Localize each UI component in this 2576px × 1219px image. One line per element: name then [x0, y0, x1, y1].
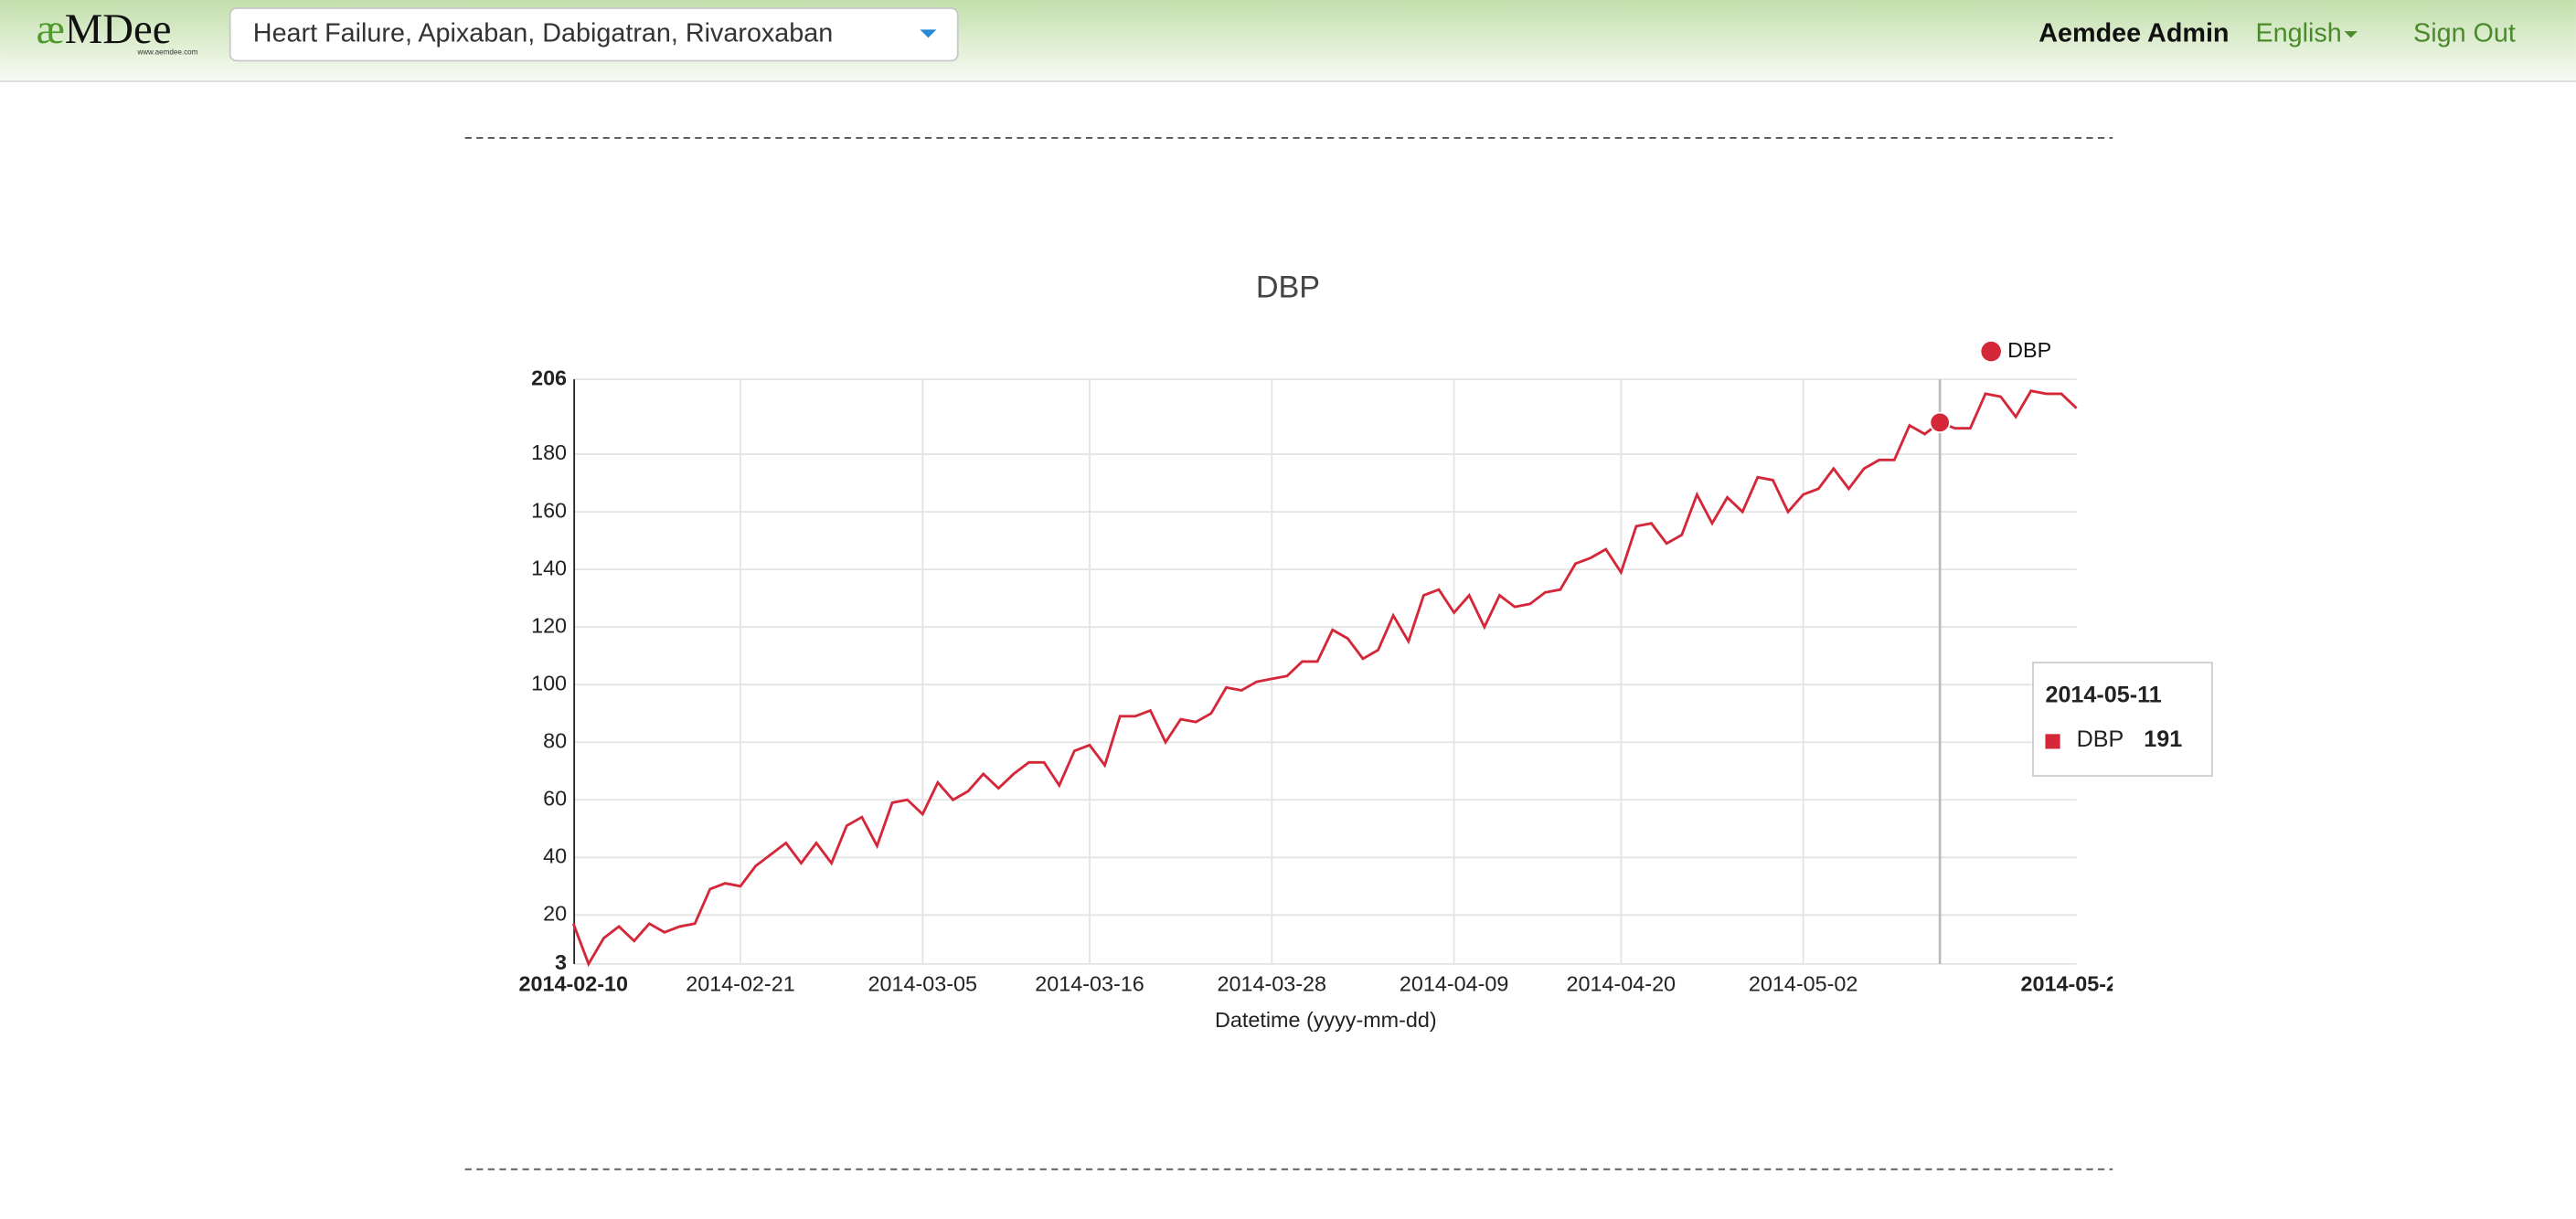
legend-label: DBP: [2007, 338, 2051, 362]
y-tick-label: 120: [531, 613, 567, 637]
y-tick-label: 80: [543, 728, 567, 752]
tooltip-date: 2014-05-11: [2045, 683, 2161, 708]
plot: 3 20 40 60 80 100 120 140 160 180 206 2014-02-10 201…: [519, 366, 2131, 995]
y-tick-label: 100: [531, 671, 567, 694]
y-tick-label: 180: [531, 440, 567, 464]
x-tick-label: 2014-02-10: [519, 971, 629, 995]
logo-url: www.aemdee.com: [136, 48, 197, 57]
x-tick-label: 2014-02-21: [686, 971, 795, 995]
logo-name: MDee: [65, 5, 172, 53]
x-tick-label: 2014-04-20: [1567, 971, 1677, 995]
selector-caret: [920, 29, 937, 38]
x-axis-label: Datetime (yyyy-mm-dd): [1215, 1008, 1437, 1032]
language[interactable]: English: [2256, 18, 2342, 48]
y-tick-label: 140: [531, 556, 567, 579]
x-tick-label: 2014-05-02: [1749, 971, 1858, 995]
tooltip-swatch: [2045, 734, 2060, 749]
y-tick-label: 3: [555, 950, 567, 974]
data-line: [571, 389, 2078, 968]
user-name[interactable]: Aemdee Admin: [2038, 18, 2229, 48]
x-tick-label: 2014-03-16: [1035, 971, 1144, 995]
tooltip: [2032, 662, 2213, 778]
y-tick-label: 40: [543, 843, 567, 867]
sign-out[interactable]: Sign Out: [2413, 18, 2516, 48]
x-tick-label: 2014-03-28: [1218, 971, 1326, 995]
logo[interactable]: æMDee: [37, 5, 172, 53]
selector-box[interactable]: [229, 7, 959, 62]
x-tick-label: 2014-03-05: [868, 971, 978, 995]
tooltip-series: DBP: [2077, 726, 2124, 752]
y-tick-label: 20: [543, 902, 567, 926]
y-tick-label: 160: [531, 498, 567, 522]
x-tick-label: 2014-04-09: [1400, 971, 1508, 995]
logo-mark: æ: [37, 5, 65, 53]
tooltip-value: 191: [2144, 726, 2182, 752]
hover-marker: [1929, 411, 1951, 434]
legend-swatch: [1981, 341, 2001, 362]
y-tick-label: 60: [543, 786, 567, 810]
chart-title: DBP: [1256, 270, 1320, 304]
y-tick-label: 206: [531, 366, 567, 389]
selector-text: Heart Failure, Apixaban, Dabigatran, Riv…: [253, 18, 833, 48]
language-caret: [2344, 31, 2358, 38]
x-tick-label: 2014-05-20: [2021, 971, 2131, 995]
